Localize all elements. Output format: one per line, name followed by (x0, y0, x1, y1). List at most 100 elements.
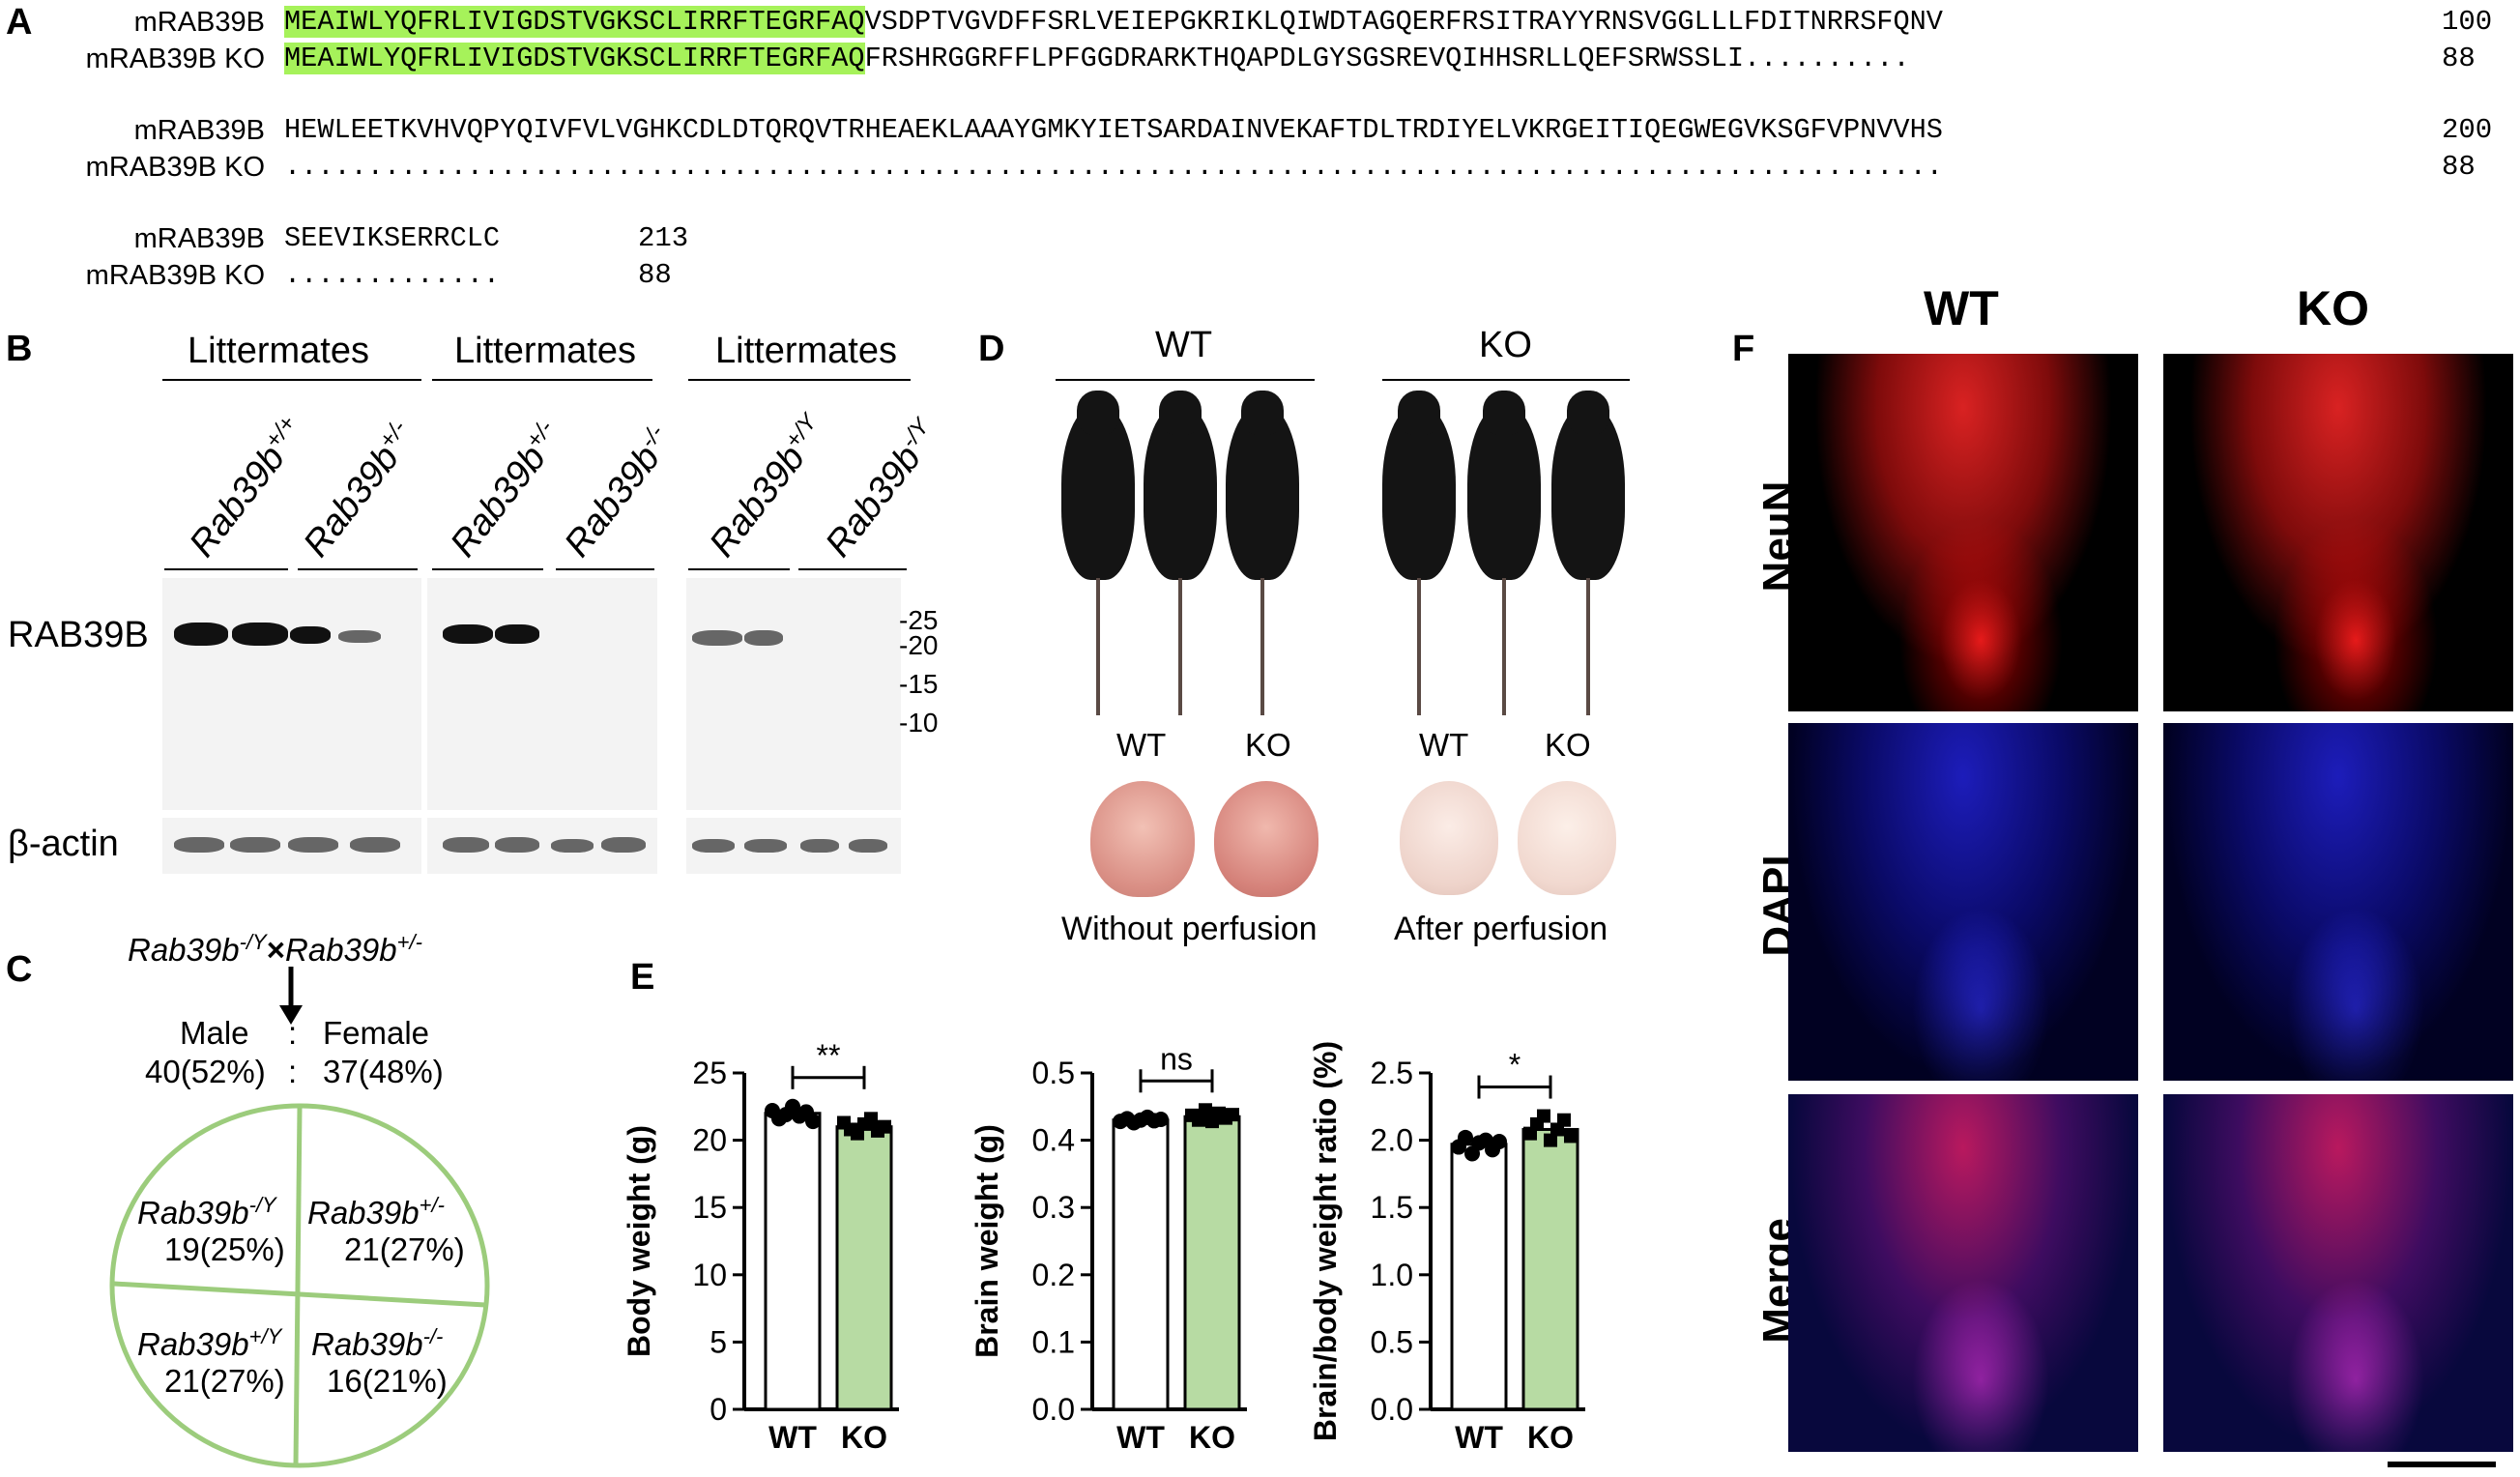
panel-label-f: F (1732, 329, 1755, 369)
y-axis-label: Brain/body weight ratio (%) (1308, 1041, 1343, 1441)
blot-rab39b-3 (686, 578, 901, 810)
y-tick-label: 0.5 (1371, 1324, 1413, 1359)
bar-ko (1521, 1127, 1579, 1411)
data-point (1557, 1113, 1571, 1127)
seq-position: 88 (2442, 151, 2476, 183)
micrograph-neun-wt (1788, 354, 2138, 711)
row-label-rab39b: RAB39B (8, 615, 149, 655)
genotype-label-4: Rab39b-/- (557, 420, 669, 565)
micrograph-neun-ko (2163, 354, 2513, 711)
mouse-tail (1502, 578, 1506, 715)
data-point (1458, 1129, 1473, 1145)
mouse-photo (1061, 406, 1135, 580)
x-tick-label: WT (768, 1420, 817, 1455)
blot-rab39b-1 (162, 578, 421, 810)
cross-text: Rab39b-/Y×Rab39b+/- (128, 930, 422, 968)
panel-label-e: E (630, 957, 655, 998)
mw-marker-15: -15 (899, 669, 939, 699)
seq-name: mRAB39B (133, 115, 265, 146)
seq-position: 100 (2442, 6, 2493, 38)
mouse-photo (1551, 406, 1625, 580)
brain-label-ko-1: KO (1245, 727, 1291, 763)
genotype-label-6: Rab39b-/Y (818, 414, 935, 565)
seq-name: mRAB39B (133, 7, 265, 38)
data-point (1537, 1109, 1550, 1123)
x-tick-label: KO (1189, 1420, 1235, 1455)
y-tick-label: 20 (692, 1123, 727, 1158)
panel-label-d: D (978, 329, 1005, 369)
seq-position: 88 (638, 259, 672, 291)
y-tick-label: 10 (692, 1258, 727, 1292)
genotype-circle (109, 1103, 490, 1468)
male-count: 40(52%) (145, 1054, 266, 1089)
y-tick-label: 0 (710, 1392, 727, 1427)
col-label-wt: WT (1924, 281, 1999, 335)
mice-wt-title: WT (1155, 325, 1213, 365)
seq-position: 200 (2442, 114, 2493, 146)
mouse-head (1398, 391, 1440, 435)
seq-position: 88 (2442, 43, 2476, 74)
sector-2-label: Rab39b+/- (307, 1193, 445, 1231)
y-tick-label: 0.2 (1032, 1258, 1075, 1292)
sector-4-count: 16(21%) (327, 1363, 448, 1399)
data-point (1153, 1112, 1169, 1128)
bar-chart-2: 0.0 0.1 0.2 0.3 0.4 0.5 Brain weight (g) WT KO ns (970, 1041, 1247, 1455)
data-point (1564, 1129, 1578, 1144)
mouse-photo (1144, 406, 1217, 580)
brain-photo-ko-1 (1214, 781, 1318, 897)
mouse-tail (1260, 578, 1264, 715)
y-tick-label: 25 (692, 1056, 727, 1090)
colon-2: : (288, 1054, 298, 1089)
mouse-photo (1382, 406, 1456, 580)
y-tick-label: 0.0 (1032, 1392, 1075, 1427)
x-tick-label: WT (1116, 1420, 1165, 1455)
data-point (864, 1112, 878, 1126)
y-tick-label: 1.0 (1371, 1258, 1413, 1292)
micrograph-merge-wt (1788, 1094, 2138, 1452)
genotype-label-5: Rab39b+/Y (702, 409, 823, 565)
mw-marker-10: -10 (899, 708, 939, 738)
y-tick-label: 0.3 (1032, 1190, 1075, 1225)
brain-photo-ko-2 (1518, 781, 1616, 895)
sector-3-count: 21(27%) (164, 1363, 285, 1399)
seq-row: MEAIWLYQFRLIVIGDSTVGKSCLIRRFTEGRFAQFRSHR… (284, 43, 1910, 74)
significance-label: * (1509, 1048, 1521, 1083)
mouse-photo (1467, 406, 1541, 580)
panel-e-bar-charts: 0 5 10 15 20 25 Body weight (g) WT KO ** 0.0 0.1 0.2… (622, 1038, 1585, 1455)
mouse-tail (1417, 578, 1421, 715)
panel-label-a: A (6, 2, 33, 43)
sector-4-label: Rab39b-/- (311, 1324, 444, 1362)
y-axis-label: Brain weight (g) (970, 1124, 1004, 1358)
mouse-head (1159, 391, 1202, 435)
female-count: 37(48%) (323, 1054, 444, 1089)
seq-row: SEEVIKSERRCLC (284, 222, 501, 254)
seq-name: mRAB39B KO (85, 152, 265, 183)
mouse-head (1483, 391, 1525, 435)
seq-position: 213 (638, 222, 689, 254)
mouse-photo (1226, 406, 1299, 580)
group-title-2: Littermates (454, 331, 636, 371)
y-tick-label: 1.5 (1371, 1190, 1413, 1225)
group-title-1: Littermates (188, 331, 369, 371)
genotype-label-1: Rab39b+/+ (182, 410, 302, 565)
caption-without-perfusion: Without perfusion (1061, 911, 1318, 947)
y-tick-label: 0.1 (1032, 1324, 1075, 1359)
group-title-3: Littermates (715, 331, 897, 371)
row-label-actin: β-actin (8, 824, 119, 864)
x-tick-label: KO (1527, 1420, 1574, 1455)
y-axis-label: Body weight (g) (622, 1125, 656, 1357)
brain-label-wt-1: WT (1116, 727, 1167, 763)
micrograph-merge-ko (2163, 1094, 2513, 1452)
data-point (1544, 1133, 1557, 1147)
sector-1-label: Rab39b-/Y (137, 1193, 276, 1231)
significance-label: ns (1160, 1041, 1193, 1076)
caption-after-perfusion: After perfusion (1394, 911, 1608, 947)
seq-row: ........................................… (284, 151, 1943, 183)
colon-1: : (288, 1015, 298, 1051)
panel-label-c: C (6, 949, 33, 990)
blot-rab39b-2 (427, 578, 657, 810)
data-point (1226, 1108, 1239, 1122)
x-tick-label: KO (841, 1420, 887, 1455)
brain-photo-wt-2 (1400, 781, 1498, 895)
x-tick-label: WT (1455, 1420, 1503, 1455)
